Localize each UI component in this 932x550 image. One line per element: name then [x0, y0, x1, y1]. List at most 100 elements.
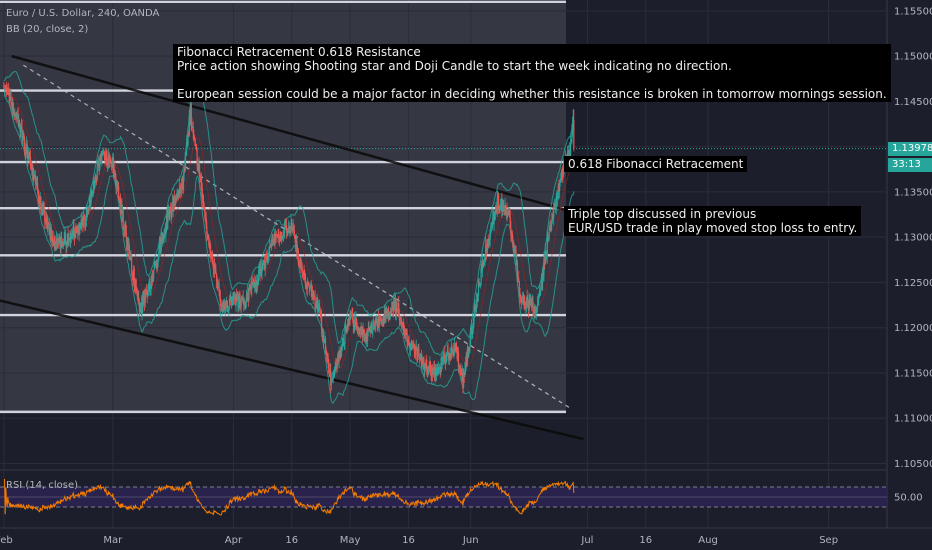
candle-body: [441, 358, 443, 366]
annotation-triple-top[interactable]: Triple top discussed in previous EUR/USD…: [564, 206, 862, 236]
candle-body: [451, 350, 454, 351]
candle-body: [74, 230, 76, 239]
candle-body: [166, 215, 168, 228]
candle-body: [278, 238, 281, 243]
time-tick-label: Sep: [819, 535, 838, 546]
candle-body: [227, 310, 229, 312]
candle-body: [93, 180, 95, 189]
candle-body: [16, 113, 19, 115]
candle-body: [471, 331, 473, 333]
candle-body: [25, 144, 28, 150]
upper-trend-line[interactable]: [11, 54, 567, 212]
candle-body: [271, 240, 273, 243]
candle-body: [156, 264, 158, 268]
candle-body: [402, 322, 404, 326]
candle-body: [311, 292, 314, 297]
candle-body: [432, 370, 434, 375]
candle-body: [155, 264, 157, 266]
candle-body: [62, 243, 64, 246]
candle-body: [343, 340, 345, 346]
candle-body: [295, 240, 297, 249]
candle-body: [299, 257, 301, 267]
candle-body: [237, 293, 239, 306]
candle-body: [503, 205, 505, 208]
candle-body: [390, 310, 392, 312]
candle-body: [243, 301, 246, 305]
candle-body: [387, 308, 389, 316]
candle-body: [106, 157, 108, 167]
candle-body: [212, 264, 214, 270]
candle-body: [551, 220, 553, 224]
candle-body: [72, 230, 74, 235]
candle-body: [280, 239, 282, 241]
price-tick-label: 1.14500: [894, 97, 932, 108]
annotation-fib-label[interactable]: 0.618 Fibonacci Retracement: [564, 156, 748, 172]
candle-body: [398, 303, 400, 316]
candle-body: [261, 269, 263, 273]
candle-body: [511, 232, 513, 239]
candle-body: [557, 196, 559, 199]
candle-body: [236, 293, 238, 298]
candle-body: [332, 377, 334, 379]
candle-body: [453, 344, 456, 351]
time-tick-label: Apr: [225, 535, 243, 546]
candle-body: [384, 309, 386, 322]
price-axis-background: [887, 0, 932, 550]
candle-body: [286, 232, 288, 234]
candle-body: [472, 326, 474, 332]
candle-body: [370, 324, 373, 333]
candle-body: [32, 170, 34, 175]
candle-body: [265, 254, 267, 263]
rsi-legend[interactable]: RSI (14, close): [6, 480, 79, 491]
candle-body: [238, 293, 240, 302]
candle-body: [81, 218, 83, 226]
candle-body: [343, 343, 345, 346]
candle-body: [364, 336, 366, 342]
candle-body: [279, 238, 281, 240]
candle-body: [66, 243, 68, 247]
candle-body: [319, 310, 321, 312]
bb-legend[interactable]: BB (20, close, 2): [6, 24, 89, 35]
annotation-main-line: Price action showing Shooting star and D…: [177, 59, 732, 73]
candle-body: [463, 371, 465, 388]
candle-body: [234, 294, 236, 297]
candle-body: [151, 276, 153, 283]
candle-body: [31, 164, 34, 175]
candle-body: [159, 243, 161, 256]
trend-lines[interactable]: [0, 54, 584, 441]
candle-body: [158, 250, 160, 258]
candle-body: [412, 344, 414, 349]
candle-body: [190, 104, 192, 119]
candle-body: [473, 316, 475, 325]
candle-body: [518, 281, 520, 294]
candle-body: [509, 214, 511, 218]
price-tick-label: 1.13500: [894, 187, 932, 198]
candle-body: [168, 211, 170, 214]
candle-body: [530, 300, 532, 302]
candle-body: [553, 206, 555, 218]
candle-body: [259, 269, 261, 276]
candle-body: [7, 88, 9, 95]
candle-body: [103, 152, 105, 158]
candle-body: [125, 227, 127, 233]
candle-body: [110, 160, 112, 164]
candle-body: [399, 318, 401, 320]
annotation-main[interactable]: Fibonacci Retracement 0.618 Resistance P…: [173, 44, 891, 102]
candle-body: [297, 248, 299, 254]
candle-body: [284, 225, 286, 233]
candle-body: [355, 318, 357, 327]
candle-body: [239, 305, 242, 307]
symbol-legend[interactable]: Euro / U.S. Dollar, 240, OANDA: [6, 8, 160, 19]
candle-body: [29, 156, 32, 167]
candle-body: [350, 314, 352, 319]
candle-body: [548, 228, 550, 239]
candle-body: [368, 330, 371, 332]
candle-body: [332, 376, 334, 378]
candle-body: [229, 298, 231, 302]
candle-body: [138, 302, 141, 312]
candle-body: [266, 257, 268, 260]
candle-body: [204, 216, 207, 218]
fib-diagonal-line[interactable]: [23, 64, 573, 410]
candle-body: [490, 226, 492, 230]
lower-trend-line[interactable]: [0, 299, 584, 441]
